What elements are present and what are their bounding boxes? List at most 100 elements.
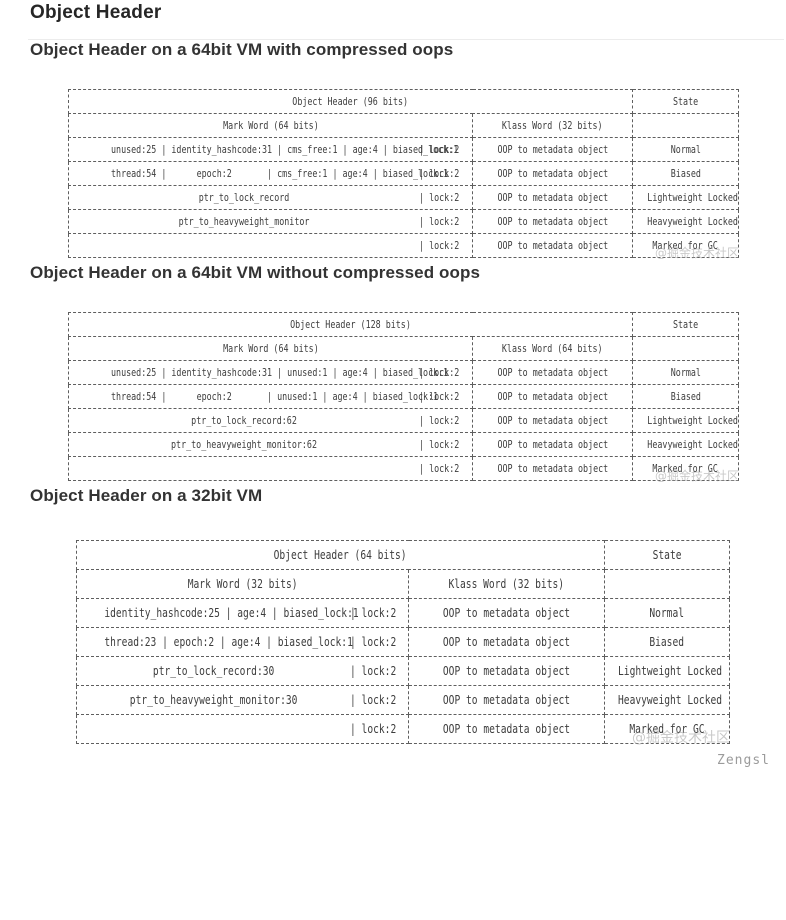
state-cell: Heavyweight Locked <box>632 209 740 234</box>
mark-word-header-cell: Mark Word (64 bits) <box>68 336 473 361</box>
state-header-cell: State <box>632 89 740 114</box>
mark-word-cell: ptr_to_heavyweight_monitor | lock:2 <box>68 209 473 234</box>
klass-word-cell: OOP to metadata object <box>471 408 634 433</box>
table-row: thread:54 | epoch:2 | unused:1 | age:4 |… <box>68 384 740 409</box>
state-header-cell: State <box>632 312 740 337</box>
state-cell: Biased <box>604 627 731 657</box>
klass-word-cell: OOP to metadata object <box>407 656 606 686</box>
table-row: Mark Word (64 bits) Klass Word (32 bits) <box>68 113 740 138</box>
table-row: Object Header (96 bits) State <box>67 89 740 114</box>
author-signature: Zengsl <box>717 753 770 768</box>
mark-word-cell: thread:23 | epoch:2 | age:4 | biased_loc… <box>76 627 409 657</box>
table-row: Mark Word (64 bits) Klass Word (64 bits) <box>68 336 740 361</box>
table-row: | lock:2 OOP to metadata object Marked f… <box>68 456 740 481</box>
state-cell: Heavyweight Locked <box>604 685 731 715</box>
state-header-cell: State <box>604 540 731 570</box>
mark-word-cell: ptr_to_heavyweight_monitor:30 | lock:2 <box>76 685 409 715</box>
state-header: State <box>672 318 699 331</box>
object-header-table-96bits: Object Header (96 bits) State Mark Word … <box>67 89 740 258</box>
table-row: ptr_to_heavyweight_monitor:30 | lock:2 OO… <box>76 685 731 715</box>
state-header: State <box>652 548 682 562</box>
empty-cell <box>632 113 740 138</box>
klass-word-cell: OOP to metadata object <box>471 233 634 258</box>
klass-word-cell: OOP to metadata object <box>471 360 634 385</box>
klass-word-cell: OOP to metadata object <box>471 137 634 162</box>
mark-word-cell: ptr_to_heavyweight_monitor:62 | lock:2 <box>68 432 473 457</box>
table-title: Object Header (96 bits) <box>292 95 409 108</box>
section-heading-64bit-compressed: Object Header on a 64bit VM with compres… <box>30 40 454 59</box>
state-cell: Biased <box>632 161 740 186</box>
table-row: ptr_to_lock_record:30 | lock:2 OOP to met… <box>76 656 731 686</box>
table-title-cell: Object Header (64 bits) <box>75 540 606 570</box>
state-cell: Lightweight Locked <box>632 408 740 433</box>
klass-word-cell: OOP to metadata object <box>471 209 634 234</box>
state-cell: Marked for GC <box>604 714 731 744</box>
mark-word-cell: | lock:2 <box>68 456 473 481</box>
state-cell: Marked for GC <box>632 456 740 481</box>
table-row: | lock:2 OOP to metadata object Marked f… <box>76 714 731 744</box>
mark-word-header-cell: Mark Word (64 bits) <box>68 113 473 138</box>
table-title: Object Header (64 bits) <box>274 548 407 562</box>
table-row: ptr_to_lock_record | lock:2 OOP to metada… <box>68 185 740 210</box>
table-row: ptr_to_heavyweight_monitor:62 | lock:2 OO… <box>68 432 740 457</box>
mark-word-cell: thread:54 | epoch:2 | unused:1 | age:4 |… <box>68 384 473 409</box>
klass-word-cell: OOP to metadata object <box>407 598 606 628</box>
state-cell: Heavyweight Locked <box>632 432 740 457</box>
state-cell: Lightweight Locked <box>604 656 731 686</box>
mark-word-header-cell: Mark Word (32 bits) <box>76 569 409 599</box>
table-title: Object Header (128 bits) <box>290 318 411 331</box>
table-row: ptr_to_lock_record:62 | lock:2 OOP to met… <box>68 408 740 433</box>
section-heading-32bit: Object Header on a 32bit VM <box>30 486 263 505</box>
divider <box>28 39 784 40</box>
table-row: unused:25 | identity_hashcode:31 | unuse… <box>68 360 740 385</box>
state-cell: Lightweight Locked <box>632 185 740 210</box>
table-row: thread:54 | epoch:2 | cms_free:1 | age:4… <box>68 161 740 186</box>
mark-word-cell: ptr_to_lock_record:30 | lock:2 <box>76 656 409 686</box>
section-heading-64bit-uncompressed: Object Header on a 64bit VM without comp… <box>30 263 481 282</box>
state-cell: Normal <box>604 598 731 628</box>
klass-word-cell: OOP to metadata object <box>471 456 634 481</box>
klass-word-cell: OOP to metadata object <box>471 161 634 186</box>
mark-word-cell: | lock:2 <box>76 714 409 744</box>
table-container: Object Header (96 bits) State Mark Word … <box>67 89 740 260</box>
klass-word-cell: OOP to metadata object <box>471 432 634 457</box>
mark-word-cell: unused:25 | identity_hashcode:31 | cms_f… <box>68 137 473 162</box>
mark-word-cell: ptr_to_lock_record | lock:2 <box>68 185 473 210</box>
state-cell: Biased <box>632 384 740 409</box>
table-row: Mark Word (32 bits) Klass Word (32 bits) <box>76 569 731 599</box>
klass-word-header-cell: Klass Word (32 bits) <box>471 113 634 138</box>
state-cell: Normal <box>632 137 740 162</box>
table-row: | lock:2 OOP to metadata object Marked f… <box>68 233 740 258</box>
klass-word-cell: OOP to metadata object <box>407 627 606 657</box>
state-cell: Normal <box>632 360 740 385</box>
state-cell: Marked for GC <box>632 233 740 258</box>
object-header-table-128bits: Object Header (128 bits) State Mark Word… <box>67 312 740 481</box>
table-container: Object Header (64 bits) State Mark Word … <box>75 540 731 746</box>
table-title-cell: Object Header (96 bits) <box>67 89 634 114</box>
empty-cell <box>632 336 740 361</box>
table-title-cell: Object Header (128 bits) <box>67 312 634 337</box>
table-row: ptr_to_heavyweight_monitor | lock:2 OOP t… <box>68 209 740 234</box>
klass-word-cell: OOP to metadata object <box>407 714 606 744</box>
klass-word-header-cell: Klass Word (64 bits) <box>471 336 634 361</box>
table-row: Object Header (64 bits) State <box>75 540 731 570</box>
klass-word-header-cell: Klass Word (32 bits) <box>407 569 606 599</box>
table-row: unused:25 | identity_hashcode:31 | cms_f… <box>68 137 740 162</box>
mark-word-cell: | lock:2 <box>68 233 473 258</box>
table-container: Object Header (128 bits) State Mark Word… <box>67 312 740 483</box>
table-row: Object Header (128 bits) State <box>67 312 740 337</box>
mark-word-cell: thread:54 | epoch:2 | cms_free:1 | age:4… <box>68 161 473 186</box>
table-row: identity_hashcode:25 | age:4 | biased_lo… <box>76 598 731 628</box>
klass-word-cell: OOP to metadata object <box>407 685 606 715</box>
mark-word-cell: identity_hashcode:25 | age:4 | biased_lo… <box>76 598 409 628</box>
table-row: thread:23 | epoch:2 | age:4 | biased_loc… <box>76 627 731 657</box>
empty-cell <box>604 569 731 599</box>
object-header-table-64bits: Object Header (64 bits) State Mark Word … <box>75 540 731 744</box>
klass-word-cell: OOP to metadata object <box>471 384 634 409</box>
mark-word-cell: ptr_to_lock_record:62 | lock:2 <box>68 408 473 433</box>
page-title: Object Header <box>30 2 162 23</box>
mark-word-cell: unused:25 | identity_hashcode:31 | unuse… <box>68 360 473 385</box>
klass-word-cell: OOP to metadata object <box>471 185 634 210</box>
state-header: State <box>672 95 699 108</box>
